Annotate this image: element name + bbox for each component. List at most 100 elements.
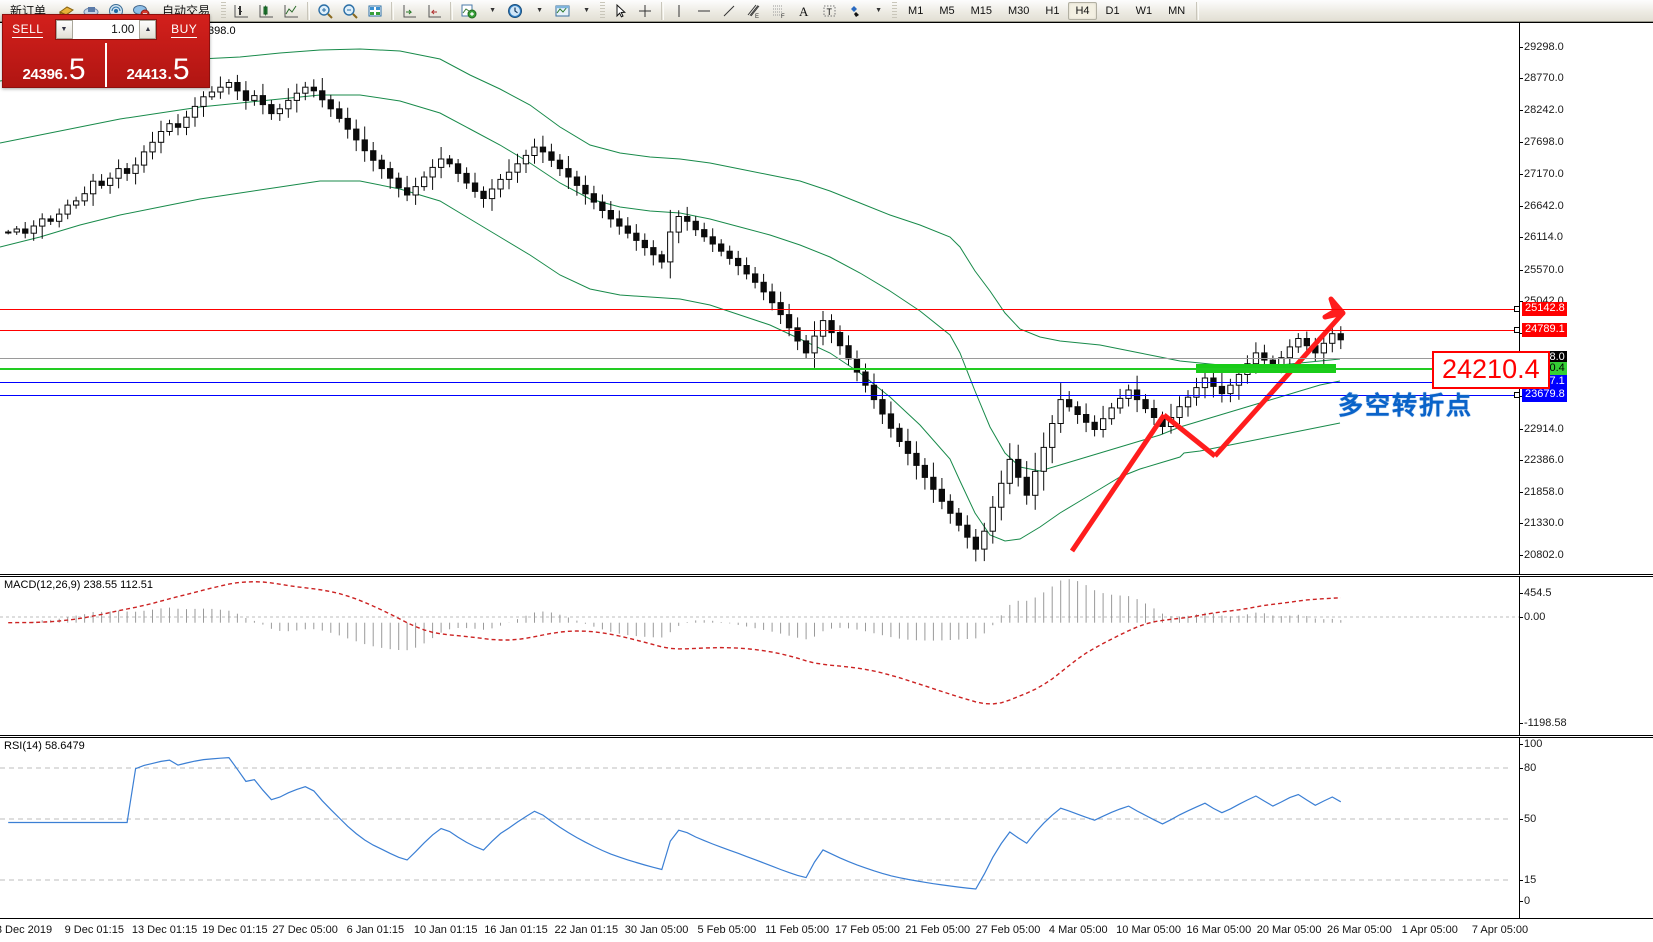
text-icon[interactable]: A [793, 1, 816, 21]
time-axis-label: 11 Feb 05:00 [765, 924, 830, 936]
price-scale[interactable]: 29298.0 28770.0 28242.0 27698.0 27170.0 26642… [1514, 23, 1653, 574]
zoom-in-icon[interactable] [314, 1, 337, 21]
price-level-tag[interactable]: 25142.8 [1514, 302, 1567, 316]
indicators-icon[interactable] [457, 1, 480, 21]
support-line-23937[interactable] [0, 382, 1519, 383]
toolbar-separator-4 [661, 1, 665, 20]
price-level-tag[interactable]: 23679.8 [1514, 388, 1567, 402]
rsi-scale[interactable]: 100 80 50 15 0 [1519, 738, 1653, 918]
timeframe-m5[interactable]: M5 [939, 4, 955, 17]
text-label-icon[interactable]: T [818, 1, 841, 21]
volume-decrease-button[interactable]: ▼ [55, 19, 73, 39]
price-plot[interactable]: 24210.4 多空转折点 [0, 23, 1550, 574]
time-axis-label: 21 Feb 05:00 [905, 924, 971, 936]
price-line-24398[interactable] [0, 358, 1519, 359]
fibonacci-icon[interactable]: F [768, 1, 791, 21]
tile-windows-icon[interactable] [364, 1, 387, 21]
wifi-icon[interactable] [105, 1, 128, 21]
support-line-23679[interactable] [0, 395, 1519, 396]
price-tick: 27698.0 [1520, 136, 1564, 149]
equidistant-channel-icon[interactable]: E [743, 1, 766, 21]
price-tick: 26114.0 [1520, 231, 1563, 244]
cursor-icon[interactable] [609, 1, 632, 21]
timeframe-w1[interactable]: W1 [1135, 4, 1153, 17]
line-chart-icon[interactable] [280, 1, 303, 21]
rsi-plot[interactable] [0, 738, 1519, 918]
trendline-icon[interactable] [718, 1, 741, 21]
price-tick: 20802.0 [1520, 549, 1564, 561]
macd-scale-divider [1519, 577, 1520, 735]
rsi-scale-divider [1519, 738, 1520, 918]
bar-chart-icon[interactable] [230, 1, 253, 21]
time-axis[interactable]: 3 Dec 2019 9 Dec 01:15 13 Dec 01:15 19 Dec … [0, 920, 1653, 942]
timeframe-mn[interactable]: MN [1168, 4, 1186, 17]
chart-area[interactable]: HK50-,H4 24519.0 24558.5 24348.0 24398.0 [0, 22, 1653, 942]
vertical-line-icon[interactable] [668, 1, 691, 21]
timeframe-m1[interactable]: M1 [908, 4, 924, 17]
buy-price[interactable]: 24413 . 5 [105, 43, 209, 87]
period-dropdown-caret[interactable]: ▼ [536, 7, 543, 14]
support-line-24210[interactable] [0, 368, 1519, 370]
zoom-out-icon[interactable] [339, 1, 362, 21]
price-tick: 21858.0 [1520, 485, 1564, 498]
macd-label: MACD(12,26,9) 238.55 112.51 [4, 579, 153, 591]
horizontal-line-icon[interactable] [693, 1, 716, 21]
rsi-tick: 80 [1519, 762, 1537, 774]
trade-panel-prices: 24396 . 5 24413 . 5 [3, 43, 209, 87]
buy-price-int: 24413 [126, 66, 167, 83]
period-icon[interactable] [504, 1, 527, 21]
price-candlesticks [0, 48, 1346, 562]
toolbar-separator [307, 1, 311, 20]
price-level-tag[interactable]: 24789.1 [1514, 323, 1567, 337]
price-callout-box[interactable]: 24210.4 [1432, 351, 1550, 389]
shift-chart-icon[interactable] [398, 1, 421, 21]
chinese-annotation[interactable]: 多空转折点 [1338, 391, 1474, 420]
buy-price-frac: 5 [172, 53, 190, 86]
level-drag-handle[interactable] [1514, 392, 1520, 398]
time-axis-label: 22 Jan 01:15 [554, 924, 619, 936]
time-axis-label: 30 Jan 05:00 [624, 924, 689, 936]
volume-stepper[interactable]: ▼ 1.00 ▲ [54, 18, 158, 40]
timeframe-m15[interactable]: M15 [970, 4, 992, 17]
price-level-value: 24789.1 [1525, 323, 1565, 335]
crosshair-icon[interactable] [634, 1, 657, 21]
one-click-trading-panel[interactable]: SELL ▼ 1.00 ▲ BUY 24396 . 5 24413 . 5 [2, 14, 210, 88]
volume-value[interactable]: 1.00 [111, 22, 135, 36]
shapes-dropdown-caret[interactable]: ▼ [875, 7, 882, 14]
volume-increase-button[interactable]: ▲ [139, 19, 157, 39]
auto-scroll-icon[interactable] [423, 1, 446, 21]
templates-dropdown-caret[interactable]: ▼ [583, 7, 590, 14]
macd-plot[interactable] [0, 577, 1519, 735]
sell-button[interactable]: SELL [3, 22, 53, 38]
shapes-icon[interactable] [843, 1, 866, 21]
level-drag-handle[interactable] [1514, 327, 1520, 333]
macd-scale[interactable]: 454.5 0.00 -1198.58 [1519, 577, 1653, 735]
macd-pane[interactable]: MACD(12,26,9) 238.55 112.51 454.5 0.00 -11… [0, 576, 1653, 736]
level-drag-handle[interactable] [1514, 306, 1520, 312]
toolbar-grip[interactable] [221, 1, 227, 20]
time-axis-label: 20 Mar 05:00 [1256, 924, 1322, 936]
timeframe-m30[interactable]: M30 [1008, 4, 1030, 17]
sell-label: SELL [12, 22, 44, 38]
templates-icon[interactable] [551, 1, 574, 21]
resistance-line-25142[interactable] [0, 309, 1519, 310]
toolbar-grip-2[interactable] [600, 1, 606, 20]
rsi-label: RSI(14) 58.6479 [4, 740, 85, 752]
time-axis-label: 13 Dec 01:15 [131, 924, 198, 936]
rsi-graph [0, 756, 1512, 890]
sell-price[interactable]: 24396 . 5 [3, 43, 105, 87]
timeframe-h1[interactable]: H1 [1045, 4, 1060, 17]
buy-button[interactable]: BUY [159, 22, 209, 38]
sell-price-frac: 5 [68, 53, 86, 86]
timeframe-h4[interactable]: H4 [1068, 1, 1097, 20]
candlestick-chart-icon[interactable] [255, 1, 278, 21]
indicators-dropdown-caret[interactable]: ▼ [489, 7, 496, 14]
resistance-line-24789[interactable] [0, 330, 1519, 331]
time-axis-label: 3 Dec 2019 [0, 924, 53, 936]
rsi-pane[interactable]: RSI(14) 58.6479 100 80 50 15 0 [0, 737, 1653, 919]
price-pane[interactable]: HK50-,H4 24519.0 24558.5 24348.0 24398.0 [0, 23, 1653, 575]
toolbar-grip-3[interactable] [892, 1, 898, 20]
price-scale-divider [1519, 23, 1520, 574]
rsi-tick: 15 [1519, 874, 1537, 886]
timeframe-d1[interactable]: D1 [1105, 4, 1120, 17]
